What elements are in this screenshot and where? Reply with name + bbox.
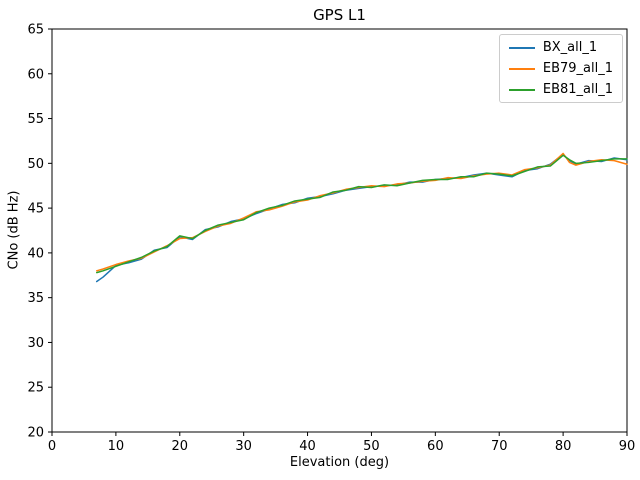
svg-text:10: 10 [108, 439, 125, 454]
legend-label-eb81: EB81_all_1 [542, 82, 613, 97]
svg-text:35: 35 [27, 291, 44, 306]
svg-text:40: 40 [299, 439, 316, 454]
svg-text:65: 65 [27, 23, 44, 38]
svg-text:50: 50 [27, 157, 44, 172]
bx-series-line-swatch [508, 46, 535, 49]
svg-text:20: 20 [27, 426, 44, 441]
legend-label-bx: BX_all_1 [542, 40, 598, 55]
x-axis-label: Elevation (deg) [289, 455, 390, 470]
eb79-series-line-swatch [508, 67, 535, 70]
legend: BX_all_1 EB79_all_1 EB81_all_1 [498, 34, 623, 103]
svg-text:40: 40 [27, 246, 44, 261]
svg-text:25: 25 [27, 381, 44, 396]
svg-text:80: 80 [555, 439, 572, 454]
legend-item-bx: BX_all_1 [508, 40, 613, 55]
svg-text:60: 60 [427, 439, 444, 454]
svg-text:20: 20 [172, 439, 189, 454]
svg-text:70: 70 [491, 439, 508, 454]
chart-title: GPS L1 [313, 6, 366, 24]
svg-text:50: 50 [363, 439, 380, 454]
svg-text:45: 45 [27, 202, 44, 217]
svg-text:0: 0 [48, 439, 56, 454]
svg-text:60: 60 [27, 67, 44, 82]
svg-text:55: 55 [27, 112, 44, 127]
eb81-series-line-swatch [508, 88, 535, 91]
legend-label-eb79: EB79_all_1 [542, 61, 613, 76]
svg-text:90: 90 [619, 439, 636, 454]
legend-item-eb79: EB79_all_1 [508, 61, 613, 76]
svg-text:30: 30 [27, 336, 44, 351]
svg-text:30: 30 [235, 439, 252, 454]
legend-item-eb81: EB81_all_1 [508, 82, 613, 97]
